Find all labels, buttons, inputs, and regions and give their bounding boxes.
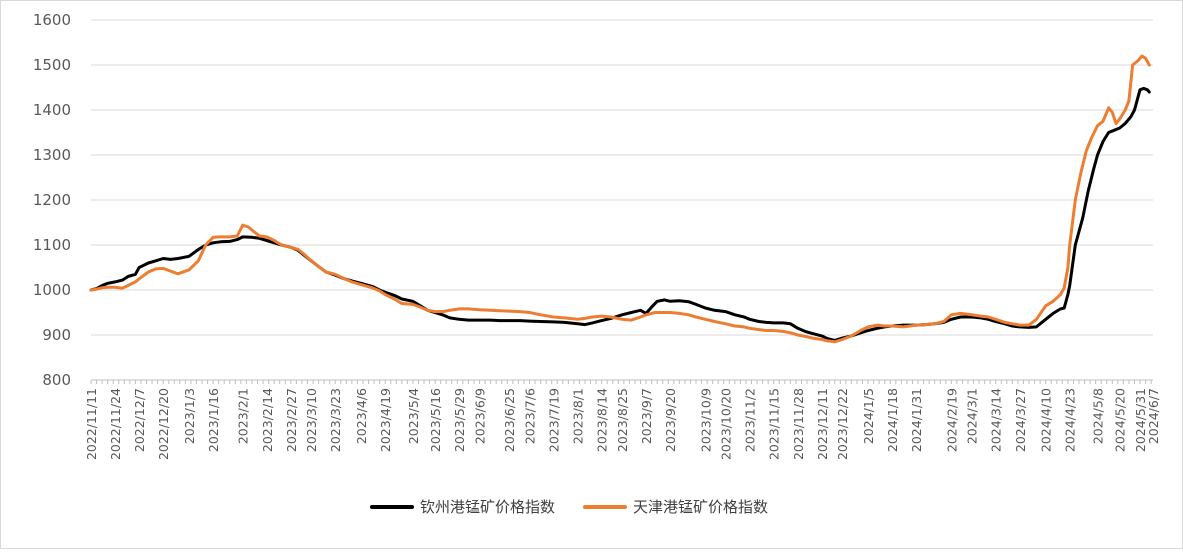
x-tick-label: 2023/5/4: [406, 388, 421, 444]
series-line-1: [89, 54, 1151, 344]
x-tick-label: 2024/1/5: [861, 388, 876, 444]
x-tick-label: 2023/6/25: [502, 388, 517, 452]
x-tick-label: 2022/12/20: [156, 388, 171, 460]
y-tick-label: 1300: [33, 146, 71, 164]
x-tick-label: 2023/1/3: [182, 388, 197, 444]
x-tick-label: 2023/7/19: [547, 388, 562, 452]
x-tick-label: 2023/4/6: [354, 388, 369, 444]
legend-swatch-tianjin: [583, 504, 628, 509]
x-tick-label: 2022/11/11: [84, 388, 99, 460]
x-tick-label: 2022/11/24: [108, 388, 123, 460]
y-tick-label: 1000: [33, 281, 71, 299]
x-tick-label: 2024/5/20: [1113, 388, 1128, 452]
series-line-0: [89, 86, 1151, 342]
x-tick-label: 2023/10/20: [719, 388, 734, 460]
legend: 钦州港锰矿价格指数 天津港锰矿价格指数: [370, 496, 768, 517]
x-tick-label: 2024/5/8: [1090, 388, 1105, 444]
gridlines: [91, 19, 1153, 336]
x-tick-label: 2023/3/23: [328, 388, 343, 452]
y-tick-label: 1400: [33, 101, 71, 119]
x-tick-label: 2024/1/18: [885, 388, 900, 452]
legend-label-qinzhou: 钦州港锰矿价格指数: [420, 498, 556, 516]
y-tick-label: 800: [42, 371, 71, 389]
x-tick-label: 2024/1/31: [909, 388, 924, 452]
x-tick-label: 2024/5/31: [1133, 388, 1148, 452]
legend-label-tianjin: 天津港锰矿价格指数: [633, 498, 769, 516]
x-tick-label: 2023/11/15: [767, 388, 782, 460]
x-tick-label: 2023/11/28: [791, 388, 806, 460]
x-tick-label: 2024/3/27: [1013, 388, 1028, 452]
legend-swatch-qinzhou: [370, 504, 414, 509]
x-tick-label: 2023/2/1: [236, 388, 251, 444]
x-tick-label: 2023/1/16: [206, 388, 221, 452]
series-layer: [89, 54, 1151, 344]
x-tick-label: 2024/3/1: [965, 388, 980, 444]
x-tick-label: 2023/2/14: [260, 388, 275, 452]
x-tick-label: 2023/5/29: [452, 388, 467, 452]
x-tick-label: 2024/4/10: [1039, 388, 1054, 452]
x-tick-label: 2023/7/6: [522, 388, 537, 444]
x-tick-label: 2023/2/27: [284, 388, 299, 452]
x-tick-label: 2023/6/9: [473, 388, 488, 444]
x-tick-label: 2023/10/9: [698, 388, 713, 452]
x-tick-label: 2023/5/16: [428, 388, 443, 452]
x-tick-label: 2023/12/11: [815, 388, 830, 460]
y-tick-label: 1600: [33, 11, 71, 29]
x-tick-label: 2023/8/1: [571, 388, 586, 444]
x-tick-label: 2024/6/7: [1146, 388, 1161, 444]
x-tick-label: 2023/9/7: [639, 388, 654, 444]
x-tick-label: 2023/9/20: [663, 388, 678, 452]
x-axis: 2022/11/11 2022/11/24 2022/12/7 2022/12/20 2…: [84, 379, 1161, 460]
x-tick-label: 2023/11/2: [743, 388, 758, 452]
x-tick-label: 2024/3/14: [989, 388, 1004, 452]
x-tick-label: 2024/2/19: [944, 388, 959, 452]
y-tick-label: 1200: [33, 191, 71, 209]
x-tick-label: 2023/8/14: [595, 388, 610, 452]
legend-item-tianjin: 天津港锰矿价格指数: [583, 496, 768, 517]
x-tick-label: 2023/12/22: [835, 388, 850, 460]
y-tick-label: 900: [42, 326, 71, 344]
x-tick-label: 2023/3/10: [304, 388, 319, 452]
x-tick-label: 2024/4/23: [1063, 388, 1078, 452]
x-tick-label: 2023/4/19: [378, 388, 393, 452]
x-tick-label: 2022/12/7: [132, 388, 147, 452]
legend-item-qinzhou: 钦州港锰矿价格指数: [370, 496, 555, 517]
x-tick-label: 2023/8/25: [615, 388, 630, 452]
y-tick-label: 1500: [33, 56, 71, 74]
y-axis: 800 900 1000 1100 1200 1300 1400 1500 1600: [33, 11, 71, 389]
y-tick-label: 1100: [33, 236, 71, 254]
